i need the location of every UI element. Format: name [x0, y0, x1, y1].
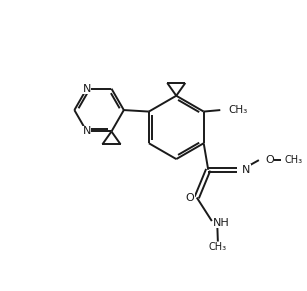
Text: CH₃: CH₃	[209, 242, 227, 252]
Text: N: N	[83, 84, 91, 94]
Text: CH₃: CH₃	[229, 105, 248, 115]
Text: N: N	[242, 165, 251, 175]
Text: NH: NH	[213, 218, 230, 228]
Text: N: N	[83, 127, 91, 136]
Text: O: O	[265, 155, 274, 165]
Text: O: O	[186, 193, 195, 203]
Text: CH₃: CH₃	[285, 155, 303, 165]
